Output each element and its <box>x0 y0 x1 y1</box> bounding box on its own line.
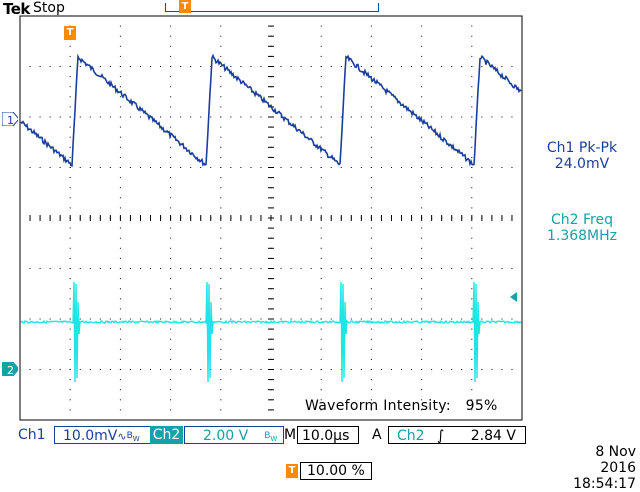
bw-limit-icon: BW <box>264 431 278 443</box>
ch1-scale-box[interactable]: 10.0mV∿BW <box>54 426 168 444</box>
brand-logo: Tek <box>3 0 30 18</box>
ch2-trigger-level-arrow <box>510 292 517 302</box>
timebase[interactable]: 10.0µs <box>297 426 359 444</box>
scope-display <box>19 15 523 421</box>
ch1-scale: 10.0mV <box>63 428 118 444</box>
ch1-ground-marker[interactable]: 1 <box>2 112 18 126</box>
intensity-value: 95% <box>465 398 498 414</box>
svg-text:2: 2 <box>7 364 14 376</box>
trigger-box[interactable]: Ch2 ∫ 2.84 V <box>388 426 526 444</box>
trigger-mode: A <box>372 427 382 443</box>
ch1-label[interactable]: Ch1 <box>18 427 46 443</box>
trigger-position-marker: T <box>179 0 191 13</box>
measurement-ch2-freq[interactable]: Ch2 Freq 1.368MHz <box>528 212 636 244</box>
measurement-label: Ch1 Pk-Pk <box>546 140 618 156</box>
timebase-label: M <box>284 427 297 443</box>
datetime: 8 Nov 2016 18:54:17 <box>556 444 636 492</box>
record-position-bar <box>165 3 379 12</box>
run-state: Stop <box>33 0 65 16</box>
rising-edge-icon: ∫ <box>437 428 445 444</box>
svg-text:1: 1 <box>7 114 14 126</box>
ch2-scale: 2.00 V <box>203 428 249 444</box>
measurement-label: Ch2 Freq <box>551 212 613 228</box>
ch2-ground-marker[interactable]: 2 <box>2 362 18 376</box>
intensity-label: Waveform Intensity: <box>305 398 451 414</box>
trigger-position[interactable]: T 10.00 % <box>286 462 372 480</box>
measurement-ch1-pkpk[interactable]: Ch1 Pk-Pk 24.0mV <box>528 140 636 172</box>
date: 8 Nov 2016 <box>595 444 636 476</box>
waveform-intensity: Waveform Intensity: 95% <box>305 398 498 414</box>
bw-limit-icon: BW <box>126 431 140 443</box>
status-bar: Ch1 10.0mV∿BW Ch2 2.00 V BW M 10.0µs A Ch… <box>18 426 526 444</box>
measurement-value: 24.0mV <box>554 156 610 172</box>
trigger-point-marker: T <box>64 26 76 40</box>
trigger-source: Ch2 <box>397 428 425 444</box>
ch2-waveform <box>20 281 522 383</box>
trigger-position-value: 10.00 % <box>300 462 372 480</box>
ac-coupling-icon: ∿ <box>117 430 127 443</box>
ch2-label[interactable]: Ch2 <box>150 426 183 444</box>
trigger-position-icon: T <box>286 464 298 478</box>
gridlines <box>19 15 513 411</box>
ch2-scale-box[interactable]: 2.00 V BW <box>184 426 284 444</box>
trigger-level: 2.84 V <box>470 428 516 444</box>
grid-ticks <box>19 15 513 411</box>
ch1-waveform <box>20 53 522 167</box>
time: 18:54:17 <box>573 476 636 492</box>
measurement-value: 1.368MHz <box>546 228 618 244</box>
